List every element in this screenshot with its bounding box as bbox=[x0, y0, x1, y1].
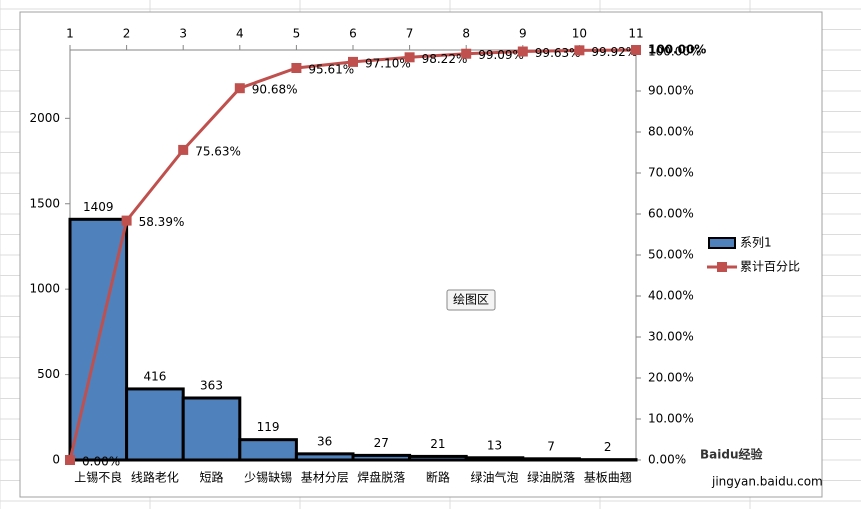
bar bbox=[181, 396, 242, 462]
line-marker bbox=[121, 215, 132, 226]
x-tick-label: 上锡不良 bbox=[74, 470, 122, 485]
bar bbox=[521, 457, 581, 462]
annotation: 绘图区 bbox=[453, 292, 489, 307]
line-value-label: 100.00% bbox=[648, 45, 701, 59]
y2-tick-label: 40.00% bbox=[648, 289, 694, 303]
y2-tick-label: 0.00% bbox=[648, 453, 686, 467]
x-tick-label: 焊盘脱落 bbox=[357, 470, 405, 485]
legend-marker bbox=[717, 262, 727, 272]
line-value-label: 90.68% bbox=[252, 83, 298, 97]
x-tick-label: 线路老化 bbox=[131, 470, 179, 485]
legend-label: 系列1 bbox=[740, 236, 772, 250]
bar-value-label: 27 bbox=[374, 436, 389, 450]
line-marker bbox=[574, 45, 585, 56]
x-tick-label: 绿油气泡 bbox=[470, 470, 518, 485]
line-marker bbox=[517, 46, 528, 57]
bar-value-label: 416 bbox=[143, 369, 166, 383]
x2-tick-label: 3 bbox=[179, 27, 187, 41]
line-value-label: 97.10% bbox=[365, 56, 411, 70]
bar-value-label: 363 bbox=[200, 378, 223, 392]
bar-value-label: 13 bbox=[487, 438, 502, 452]
legend-label: 累计百分比 bbox=[740, 260, 800, 274]
bar-value-label: 21 bbox=[430, 437, 445, 451]
x-tick-label: 少锡缺锡 bbox=[244, 470, 292, 485]
y-tick-label: 2000 bbox=[29, 111, 60, 125]
line-value-label: 99.92% bbox=[591, 45, 637, 59]
line-marker bbox=[348, 56, 358, 67]
x2-tick-label: 9 bbox=[519, 27, 527, 41]
line-marker bbox=[631, 45, 641, 55]
legend-swatch bbox=[708, 237, 736, 249]
y-tick-label: 0 bbox=[52, 453, 60, 467]
y2-tick-label: 20.00% bbox=[648, 371, 694, 385]
x2-tick-label: 4 bbox=[236, 27, 244, 41]
y2-tick-label: 100.00% bbox=[648, 43, 706, 57]
bar-value-label: 36 bbox=[317, 434, 332, 448]
line-marker bbox=[178, 144, 189, 155]
x2-tick-label: 8 bbox=[462, 27, 470, 41]
x-tick-label: 断路 bbox=[426, 470, 450, 485]
line-marker bbox=[461, 48, 472, 59]
line-value-label: 75.63% bbox=[195, 144, 241, 158]
bar-value-label: 7 bbox=[547, 439, 555, 453]
bar bbox=[351, 453, 412, 462]
annotation-box bbox=[446, 289, 496, 311]
x2-tick-label: 1 bbox=[66, 27, 74, 41]
line-marker bbox=[234, 83, 245, 94]
bar-value-label: 1409 bbox=[83, 200, 114, 214]
y2-tick-label: 30.00% bbox=[648, 330, 694, 344]
y-tick-label: 500 bbox=[37, 367, 60, 381]
line-value-label: 95.61% bbox=[308, 62, 354, 76]
y2-tick-label: 70.00% bbox=[648, 166, 694, 180]
x-tick-label: 短路 bbox=[199, 470, 223, 485]
watermark-url: jingyan.baidu.com bbox=[711, 475, 823, 489]
bar-value-label: 2 bbox=[604, 440, 612, 454]
line-value-label: 99.09% bbox=[478, 48, 524, 62]
bar bbox=[294, 452, 355, 462]
y-tick-label: 1000 bbox=[29, 282, 60, 296]
line-value-label: 0.00% bbox=[82, 455, 120, 469]
bar bbox=[125, 387, 185, 462]
x-tick-label: 绿油脱落 bbox=[527, 470, 575, 485]
line-marker bbox=[291, 62, 302, 73]
x2-tick-label: 2 bbox=[123, 27, 131, 41]
x-tick-label: 基板曲翘 bbox=[584, 471, 632, 485]
y2-tick-label: 10.00% bbox=[648, 412, 694, 426]
watermark-brand: Baidu经验 bbox=[700, 447, 763, 462]
x2-tick-label: 10 bbox=[572, 27, 587, 41]
y-tick-label: 1500 bbox=[29, 196, 60, 210]
bar bbox=[238, 438, 298, 462]
line-value-label: 58.39% bbox=[139, 215, 185, 229]
bar-value-label: 119 bbox=[257, 420, 280, 434]
y2-tick-label: 80.00% bbox=[648, 125, 694, 139]
line-value-label: 99.63% bbox=[535, 46, 581, 60]
x2-tick-label: 7 bbox=[406, 27, 414, 41]
y2-tick-label: 50.00% bbox=[648, 248, 694, 262]
x-tick-label: 基材分层 bbox=[301, 471, 349, 485]
x2-tick-label: 11 bbox=[628, 27, 643, 41]
line-value-label: 98.22% bbox=[422, 52, 468, 66]
line-marker bbox=[404, 52, 415, 63]
y2-tick-label: 90.00% bbox=[648, 84, 694, 98]
x2-tick-label: 5 bbox=[293, 27, 301, 41]
y2-tick-label: 60.00% bbox=[648, 207, 694, 221]
bar bbox=[408, 454, 468, 462]
line-marker bbox=[65, 455, 75, 465]
x2-tick-label: 6 bbox=[349, 27, 357, 41]
bar bbox=[464, 456, 525, 462]
